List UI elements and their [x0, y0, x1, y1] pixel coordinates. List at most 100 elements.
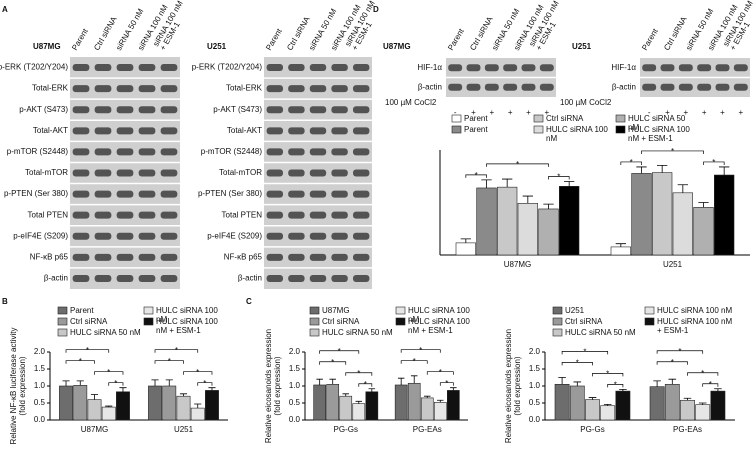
blot-row-label: p-eIF4E (S209) — [13, 231, 68, 240]
x-tick-label: PG-EAs — [673, 425, 702, 434]
significance-bracket — [319, 350, 360, 354]
blot-band — [352, 64, 370, 72]
error-bar — [573, 381, 582, 386]
blot-band — [116, 253, 134, 261]
y-axis-label: Relative eicosanoids expression — [504, 329, 513, 443]
y-tick-label: 0.0 — [529, 415, 541, 424]
blot-band — [352, 106, 370, 114]
treatment-sign: + — [683, 108, 688, 117]
blot-band — [116, 148, 134, 156]
bar — [585, 399, 600, 421]
significance-bracket — [108, 382, 124, 386]
legend-label: HULC siRNA 100 nM + ESM-1 — [156, 317, 218, 335]
significance-label: * — [557, 173, 560, 182]
bar — [73, 385, 88, 421]
blot-row-label: Total-mTOR — [25, 168, 68, 177]
bar — [433, 402, 447, 421]
blot-band — [94, 274, 112, 282]
legend-label: HULC siRNA 100 nM + ESM-1 — [408, 317, 470, 335]
blot-band — [288, 127, 305, 135]
legend-swatch — [615, 125, 626, 134]
blot-band — [331, 85, 348, 93]
legend-swatch — [395, 306, 406, 315]
treatment-sign: + — [544, 108, 549, 117]
bar — [87, 399, 102, 421]
blot-band — [352, 85, 370, 93]
significance-label: * — [439, 368, 442, 377]
error-bar — [316, 378, 323, 385]
blot-row-label: Total PTEN — [222, 210, 263, 219]
error-bar — [636, 166, 647, 174]
significance-label: * — [413, 357, 416, 366]
blot-band — [288, 64, 305, 72]
blot-band — [309, 148, 327, 156]
legend-label: HULC siRNA 50 nM — [322, 328, 393, 337]
significance-label: * — [114, 379, 117, 388]
bar — [365, 391, 379, 421]
y-tick-label: 0.0 — [34, 415, 46, 424]
blot-band — [160, 232, 178, 240]
treatment-sign: - — [454, 108, 457, 117]
error-bar — [423, 395, 431, 398]
error-bar — [615, 243, 626, 247]
significance-bracket — [486, 163, 549, 167]
error-bar — [397, 377, 405, 385]
x-tick-label: U87MG — [504, 260, 532, 269]
blot-band — [266, 232, 284, 240]
significance-label: * — [364, 380, 367, 389]
bar — [554, 383, 570, 421]
bar — [407, 382, 421, 421]
significance-bracket — [561, 351, 609, 355]
blot-band — [138, 253, 156, 261]
error-bar — [502, 178, 513, 188]
blot-band — [94, 106, 112, 114]
significance-label: * — [168, 357, 171, 366]
significance-label: * — [419, 346, 422, 355]
treatment-label: 100 µM CoCl2 — [560, 98, 612, 107]
legend-label: HULC siRNA 50 nM — [70, 328, 141, 337]
blot-band — [72, 85, 90, 93]
bar — [339, 395, 353, 421]
y-axis-label: (fold expression) — [513, 356, 522, 415]
error-bar — [677, 184, 688, 193]
blot-band — [309, 211, 327, 219]
bar — [447, 390, 460, 421]
blot-band — [116, 127, 134, 135]
y-tick-label: 1.0 — [529, 381, 541, 390]
blot-band — [138, 64, 156, 72]
blot-band — [160, 127, 178, 135]
x-tick-label: U251 — [174, 425, 194, 434]
treatment-sign: + — [720, 108, 725, 117]
blot-band — [288, 169, 305, 177]
bar — [693, 207, 714, 256]
treatment-label: 100 µM CoCl2 — [385, 98, 437, 107]
treatment-sign: + — [508, 108, 513, 117]
blot-band — [116, 64, 134, 72]
y-axis-label: (fold expression) — [18, 356, 27, 415]
error-bar — [165, 379, 173, 386]
blot-band — [331, 190, 348, 198]
blot-row-label: p-mTOR (S2448) — [201, 147, 263, 156]
bar — [672, 192, 693, 256]
significance-label: * — [357, 369, 360, 378]
significance-label: * — [712, 158, 715, 167]
blot-band — [266, 106, 284, 114]
blot-row-label: p-AKT (S473) — [19, 105, 68, 114]
significance-bracket — [641, 150, 704, 154]
blot-band — [642, 64, 657, 72]
legend-swatch — [309, 306, 320, 315]
blot-band — [288, 106, 305, 114]
significance-label: * — [175, 346, 178, 355]
significance-bracket — [703, 161, 725, 165]
blot-band — [352, 274, 370, 282]
legend-swatch — [533, 125, 544, 134]
bar — [610, 246, 631, 256]
legend-label: U251 — [565, 306, 585, 315]
blot-row-label: NF-κB p65 — [30, 252, 69, 261]
bar — [714, 174, 735, 256]
legend-swatch — [615, 114, 626, 123]
blot-band — [288, 253, 305, 261]
y-tick-label: 0.5 — [34, 398, 46, 407]
significance-bracket — [592, 373, 624, 377]
legend-swatch — [395, 317, 406, 326]
